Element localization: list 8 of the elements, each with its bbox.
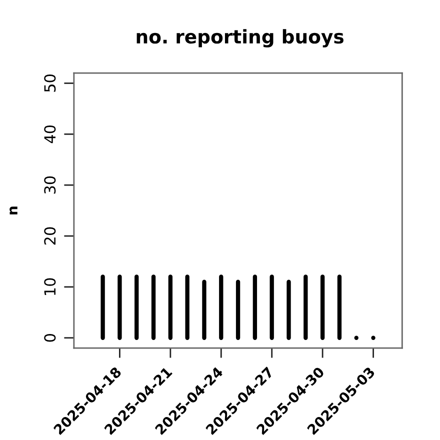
chart-title: no. reporting buoys (136, 29, 344, 48)
y-tick-label: 40 (44, 125, 56, 144)
y-tick-label: 30 (44, 176, 56, 194)
y-tick-label: 10 (44, 278, 56, 295)
y-tick-label: 50 (44, 74, 56, 92)
y-tick-label: 0 (44, 334, 56, 342)
y-axis-title: n (10, 206, 18, 214)
y-tick-label: 20 (44, 227, 56, 245)
